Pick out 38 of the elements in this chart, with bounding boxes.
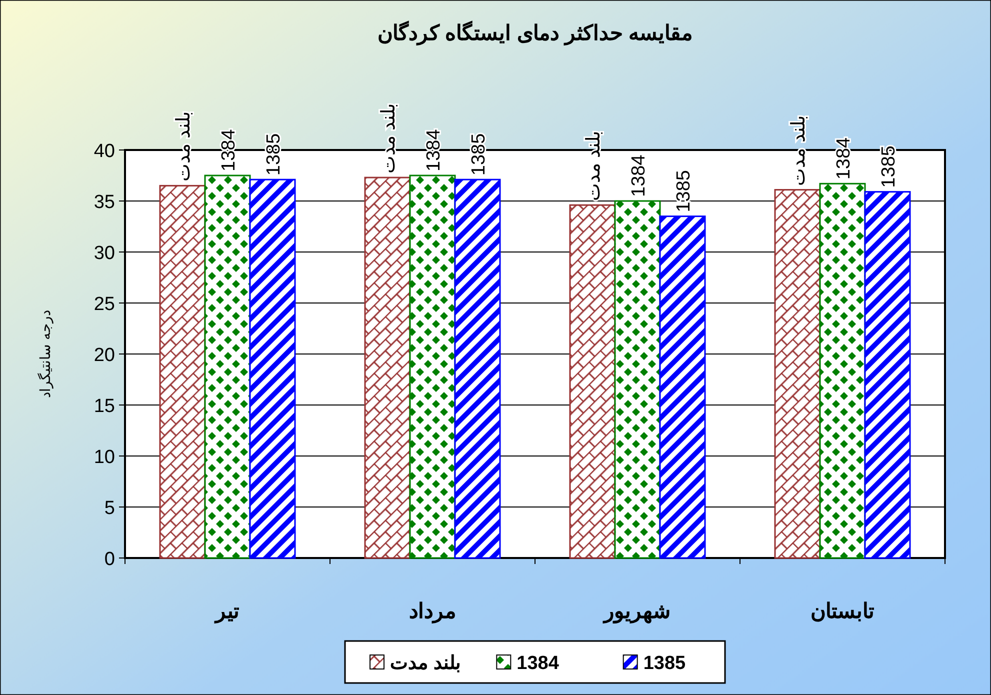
legend-label: 1384 — [516, 653, 560, 674]
bar — [864, 191, 911, 559]
x-tick-label: شهریور — [602, 600, 671, 624]
annotation: 1385 — [674, 170, 694, 212]
bar — [659, 216, 706, 559]
bar — [204, 174, 251, 559]
bar — [569, 204, 616, 559]
annotation: 1385 — [468, 133, 490, 176]
annotation: 1385 — [878, 146, 900, 188]
annotation: 1385 — [264, 133, 284, 176]
x-tick-label: تیر — [214, 600, 240, 624]
x-tick-label: تابستان — [810, 600, 874, 623]
y-tick-label: 25 — [94, 294, 115, 315]
annotation: 1384 — [218, 129, 240, 172]
bar — [409, 174, 456, 559]
bar — [159, 184, 206, 559]
y-tick-label: 35 — [94, 192, 115, 213]
x-tick-label: مرداد — [409, 600, 456, 624]
bar — [249, 178, 296, 559]
y-tick-label: 30 — [94, 243, 115, 264]
y-tick-label: 15 — [94, 396, 115, 417]
y-tick-label: 10 — [94, 447, 115, 468]
bar — [454, 178, 501, 559]
y-tick-label: 5 — [104, 498, 115, 519]
bar — [614, 200, 661, 559]
y-axis-title: درجه سانتیگراد — [37, 310, 54, 398]
legend-label: 1385 — [643, 653, 686, 674]
legend-label: بلند مدت — [390, 653, 460, 674]
annotation: 1384 — [424, 129, 444, 172]
bar — [364, 176, 411, 559]
chart-title: مقایسه حداکثر دمای ایستگاه کردگان — [377, 20, 693, 46]
annotation: 1384 — [628, 154, 650, 197]
annotation: بلند مدت — [584, 130, 604, 202]
y-tick-label: 20 — [94, 345, 115, 366]
bar — [819, 182, 866, 559]
bar — [774, 189, 821, 559]
y-tick-label: 0 — [104, 549, 115, 570]
y-tick-label: 40 — [94, 141, 115, 162]
